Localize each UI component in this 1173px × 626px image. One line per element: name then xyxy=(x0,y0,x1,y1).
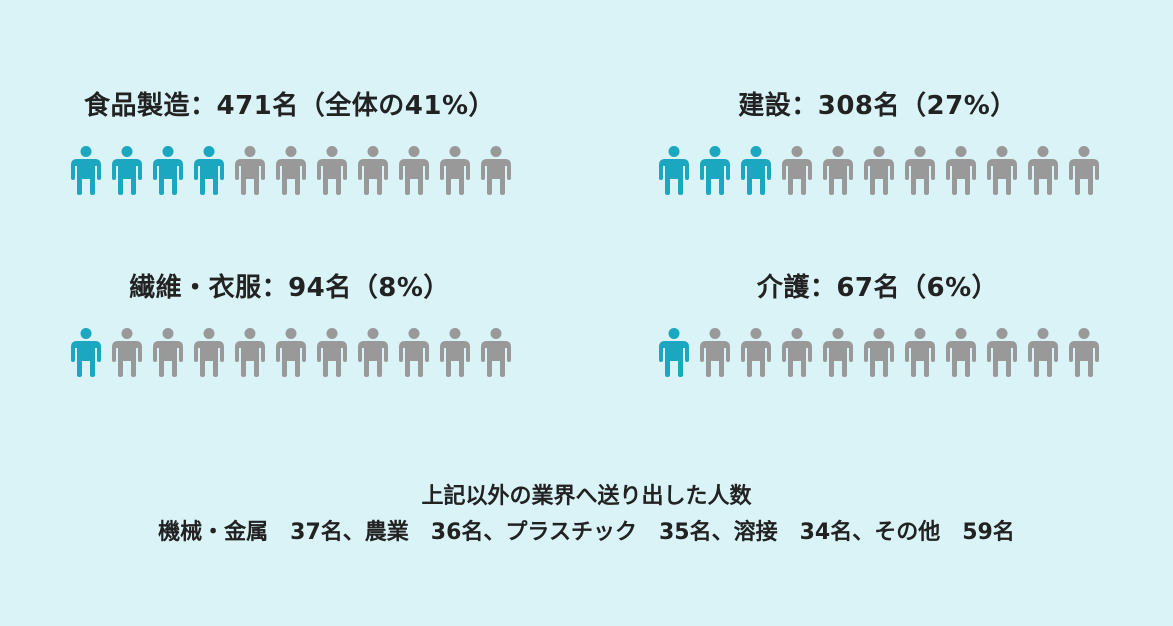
person-icon-highlighted xyxy=(659,146,689,195)
person-icon-highlighted xyxy=(71,328,101,377)
person-icon-highlighted xyxy=(153,146,183,195)
person-icon-highlighted xyxy=(659,328,689,377)
person-icon xyxy=(481,146,511,195)
person-icon xyxy=(782,146,812,195)
panel-construction: 建設：308名（27%） xyxy=(656,88,1099,196)
person-icon xyxy=(276,146,306,195)
footer-title: 上記以外の業界へ送り出した人数 xyxy=(0,482,1173,512)
person-icon xyxy=(823,328,853,377)
person-icon-row xyxy=(68,326,511,378)
person-icon xyxy=(276,328,306,377)
person-icon xyxy=(905,328,935,377)
person-icon xyxy=(946,146,976,195)
person-icon xyxy=(864,328,894,377)
panel-textile-clothing: 繊維・衣服：94名（8%） xyxy=(68,270,511,378)
panel-nursing-care: 介護：67名（6%） xyxy=(656,270,1099,378)
person-icon xyxy=(481,328,511,377)
person-icon xyxy=(440,146,470,195)
person-icon xyxy=(1028,146,1058,195)
person-icon xyxy=(1069,146,1099,195)
person-icon-row xyxy=(68,144,511,196)
person-icon xyxy=(153,328,183,377)
panel-title: 建設：308名（27%） xyxy=(656,88,1099,124)
icon-row xyxy=(656,144,1099,196)
person-icon-highlighted xyxy=(194,146,224,195)
person-icon-highlighted xyxy=(112,146,142,195)
person-icon xyxy=(782,328,812,377)
panel-title: 介護：67名（6%） xyxy=(656,270,1099,306)
person-icon xyxy=(905,146,935,195)
icon-row xyxy=(656,326,1099,378)
person-icon-row xyxy=(656,144,1099,196)
person-icon xyxy=(987,146,1017,195)
person-icon xyxy=(399,328,429,377)
person-icon xyxy=(700,328,730,377)
footer-detail: 機械・金属 37名、農業 36名、プラスチック 35名、溶接 34名、その他 5… xyxy=(0,518,1173,548)
person-icon-highlighted xyxy=(71,146,101,195)
person-icon xyxy=(194,328,224,377)
person-icon xyxy=(946,328,976,377)
panel-title: 繊維・衣服：94名（8%） xyxy=(68,270,511,306)
person-icon xyxy=(823,146,853,195)
person-icon-highlighted xyxy=(741,146,771,195)
icon-row xyxy=(68,144,511,196)
person-icon xyxy=(358,328,388,377)
panel-food-manufacturing: 食品製造：471名（全体の41%） xyxy=(68,88,511,196)
person-icon xyxy=(317,328,347,377)
person-icon xyxy=(317,146,347,195)
person-icon xyxy=(741,328,771,377)
person-icon xyxy=(358,146,388,195)
person-icon xyxy=(399,146,429,195)
icon-row xyxy=(68,326,511,378)
person-icon xyxy=(1028,328,1058,377)
person-icon xyxy=(440,328,470,377)
panel-title: 食品製造：471名（全体の41%） xyxy=(68,88,511,124)
person-icon xyxy=(235,146,265,195)
person-icon xyxy=(112,328,142,377)
person-icon-row xyxy=(656,326,1099,378)
person-icon xyxy=(864,146,894,195)
person-icon xyxy=(1069,328,1099,377)
person-icon xyxy=(987,328,1017,377)
person-icon xyxy=(235,328,265,377)
person-icon-highlighted xyxy=(700,146,730,195)
